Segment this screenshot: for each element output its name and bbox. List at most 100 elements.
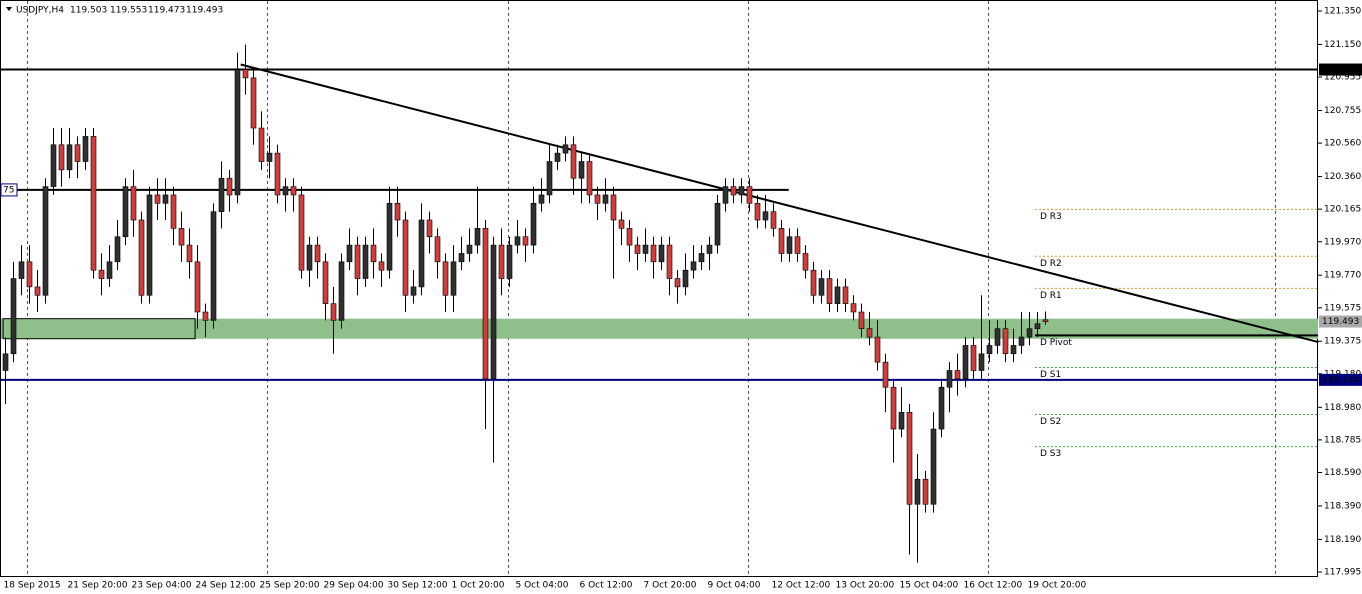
- candle-body: [394, 202, 401, 221]
- candle-body: [962, 345, 969, 380]
- y-tick-label: 121.350: [1324, 7, 1361, 17]
- candle-body: [882, 361, 889, 388]
- candle-body: [682, 269, 689, 288]
- zone-band: [1, 318, 1318, 339]
- pivot-label: D R1: [1040, 291, 1062, 301]
- candle-body: [706, 244, 713, 254]
- candle-body: [754, 202, 761, 221]
- candle-body: [34, 286, 41, 296]
- x-tick-label: 9 Oct 04:00: [708, 581, 761, 591]
- candle-body: [978, 353, 985, 371]
- candle-body: [18, 261, 25, 279]
- candle-body: [1002, 328, 1009, 355]
- x-tick-label: 19 Oct 20:00: [1028, 581, 1087, 591]
- candle-body: [650, 244, 657, 263]
- x-tick-label: 18 Sep 2015: [4, 581, 61, 591]
- y-tick-label: 119.375: [1324, 337, 1361, 347]
- y-tick-label: 118.980: [1324, 403, 1361, 413]
- candle-body: [914, 478, 921, 505]
- candle-body: [434, 236, 441, 263]
- candle-body: [666, 244, 673, 279]
- candle-body: [898, 412, 905, 430]
- candle-body: [458, 253, 465, 263]
- candle-body: [890, 386, 897, 430]
- y-tick-label: 117.995: [1324, 568, 1361, 578]
- y-tick-label: 120.955: [1324, 73, 1361, 83]
- candle-body: [930, 428, 937, 505]
- candle-body: [738, 186, 745, 196]
- price-tag: [1319, 63, 1362, 76]
- candle-body: [378, 261, 385, 271]
- candle-body: [322, 261, 329, 304]
- x-tick-label: 23 Sep 04:00: [132, 581, 192, 591]
- candle-body: [10, 278, 17, 355]
- candle-body: [194, 261, 201, 313]
- annotation-box: [0, 183, 18, 197]
- candle-body: [842, 286, 849, 304]
- candle-body: [530, 202, 537, 246]
- pivot-label: D R2: [1040, 259, 1062, 269]
- candle-body: [522, 236, 529, 246]
- candle-body: [258, 127, 265, 162]
- candle-body: [330, 303, 337, 321]
- header-open: 119.503: [70, 6, 107, 16]
- header-low: 119.473: [148, 6, 185, 16]
- candle-body: [26, 261, 33, 288]
- symbol-icon: [6, 7, 12, 11]
- candle-body: [202, 311, 209, 321]
- candle-body: [562, 144, 569, 154]
- candle-body: [2, 353, 9, 371]
- x-tick-label: 5 Oct 04:00: [516, 581, 569, 591]
- y-tick-label: 118.390: [1324, 501, 1361, 511]
- candle-body: [602, 194, 609, 204]
- candle-body: [66, 144, 73, 171]
- candle-body: [642, 244, 649, 254]
- candle-body: [618, 219, 625, 229]
- x-tick-label: 15 Oct 04:00: [900, 581, 959, 591]
- candle-body: [802, 253, 809, 271]
- x-tick-label: 6 Oct 12:00: [580, 581, 633, 591]
- candle-body: [362, 244, 369, 279]
- x-tick-label: 13 Oct 20:00: [836, 581, 895, 591]
- candle-body: [818, 278, 825, 296]
- pivot-label: D Pivot: [1040, 338, 1072, 348]
- candle-body: [226, 177, 233, 196]
- candle-body: [786, 236, 793, 254]
- y-tick-label: 119.770: [1324, 271, 1361, 281]
- candle-body: [466, 244, 473, 254]
- candle-body: [578, 161, 585, 179]
- pivot-label: D R3: [1040, 212, 1062, 222]
- x-tick-label: 25 Sep 20:00: [260, 581, 320, 591]
- candle-body: [130, 186, 137, 221]
- candle-body: [1042, 319, 1049, 322]
- candle-body: [42, 186, 49, 296]
- y-tick-label: 118.590: [1324, 468, 1361, 478]
- candle-body: [242, 69, 249, 79]
- candle-body: [826, 278, 833, 304]
- candle-body: [386, 202, 393, 271]
- candle-body: [58, 144, 65, 171]
- x-tick-label: 7 Oct 20:00: [644, 581, 697, 591]
- candle-body: [426, 219, 433, 238]
- candle-body: [442, 261, 449, 296]
- candle-body: [938, 386, 945, 430]
- candle-body: [282, 186, 289, 196]
- candle-body: [162, 194, 169, 204]
- candle-body: [250, 77, 257, 129]
- price-tag-label: 119.144: [1322, 375, 1359, 385]
- y-tick-label: 119.970: [1324, 237, 1361, 247]
- candle-body: [570, 144, 577, 179]
- candle-body: [138, 219, 145, 296]
- candle-body: [74, 144, 81, 162]
- candle-body: [306, 244, 313, 271]
- zone-box: [2, 318, 196, 340]
- candle-body: [210, 211, 217, 321]
- candle-body: [298, 194, 305, 271]
- header-high: 119.553: [110, 6, 147, 16]
- candle-body: [730, 186, 737, 196]
- candle-body: [858, 311, 865, 330]
- pivot-label: D S2: [1040, 417, 1061, 427]
- candle-body: [714, 202, 721, 246]
- candle-body: [874, 336, 881, 363]
